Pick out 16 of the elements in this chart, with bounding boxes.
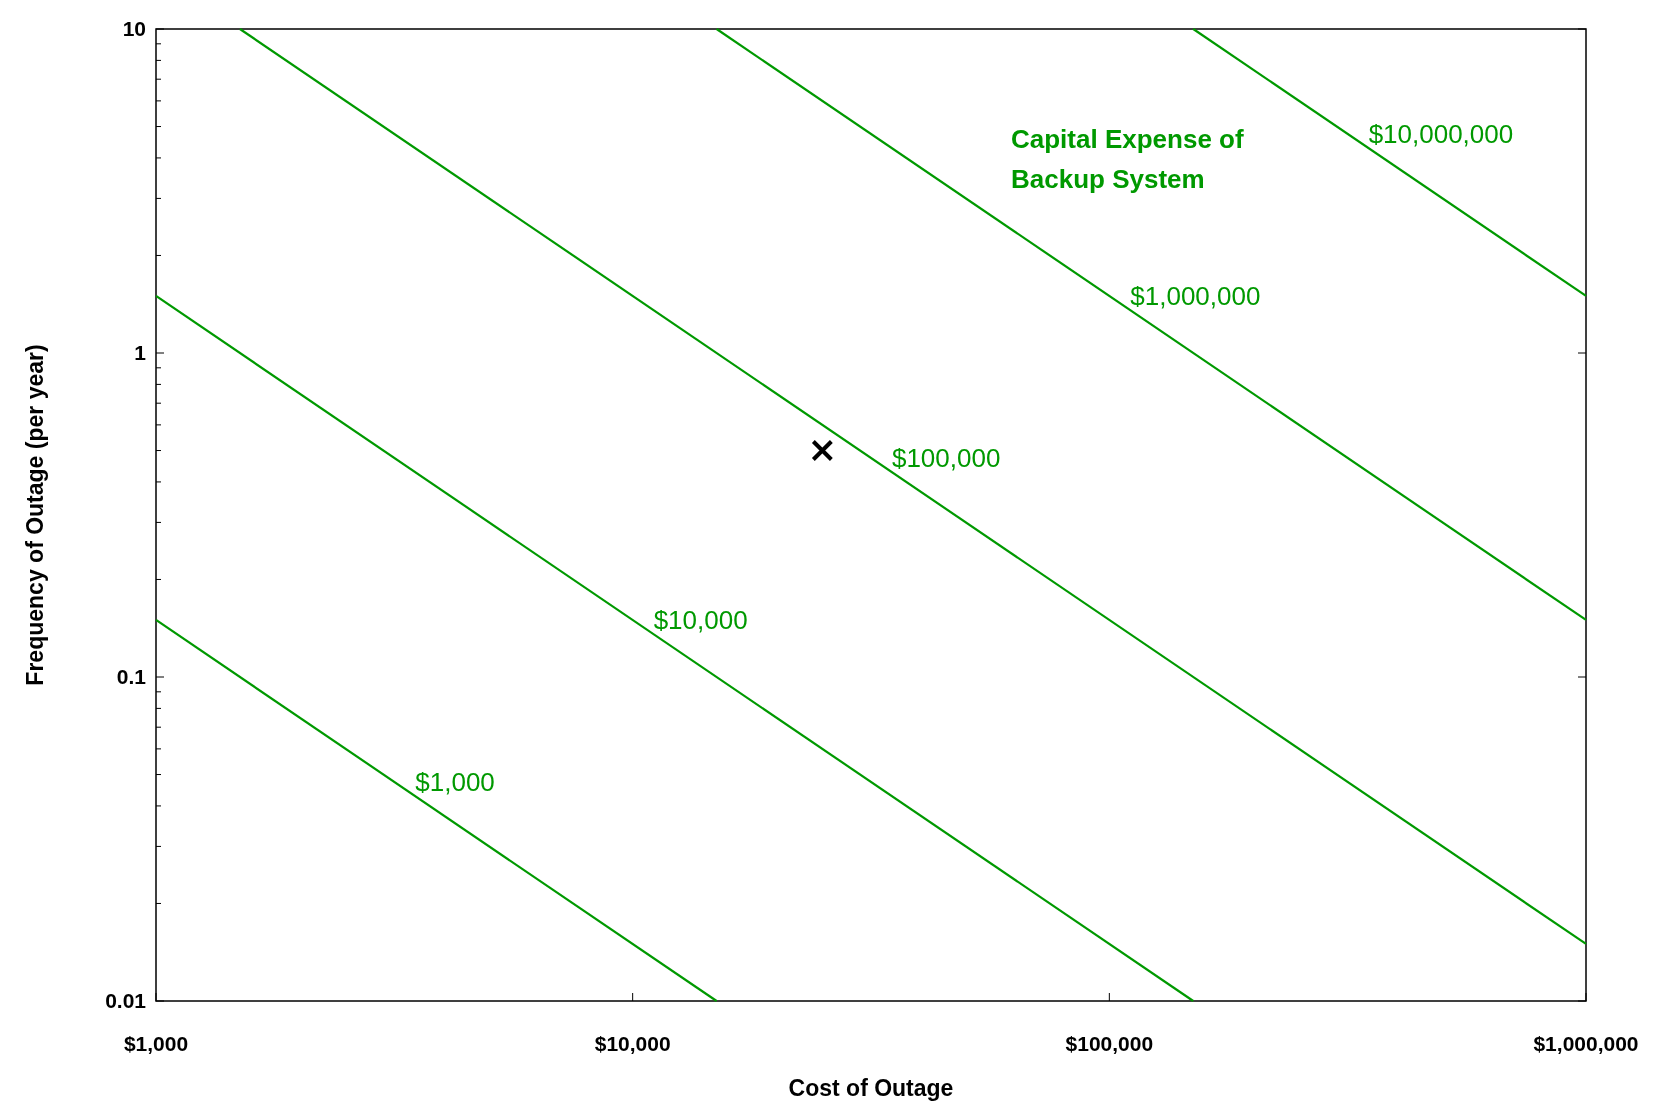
y-tick-label: 0.1 (116, 665, 147, 689)
series-label: $10,000,000 (1368, 118, 1514, 149)
y-tick-label: 1 (134, 341, 147, 365)
y-axis-title: Frequency of Outage (per year) (22, 344, 48, 686)
series-label: $1,000,000 (1130, 280, 1261, 311)
y-tick-label: 10 (122, 17, 146, 41)
annotation: Capital Expense of Backup System (1011, 124, 1244, 194)
series-label: $1,000 (415, 766, 495, 797)
x-axis-title: Cost of Outage (788, 1075, 954, 1101)
series-label: $10,000 (653, 604, 748, 635)
y-tick-label: 0.01 (105, 989, 147, 1013)
x-tick-label: $100,000 (1065, 1032, 1154, 1055)
series-label: $100,000 (891, 442, 1001, 473)
x-tick-label: $1,000 (123, 1032, 189, 1055)
x-tick-label: $10,000 (594, 1032, 671, 1055)
x-tick-label: $1,000,000 (1533, 1032, 1639, 1055)
